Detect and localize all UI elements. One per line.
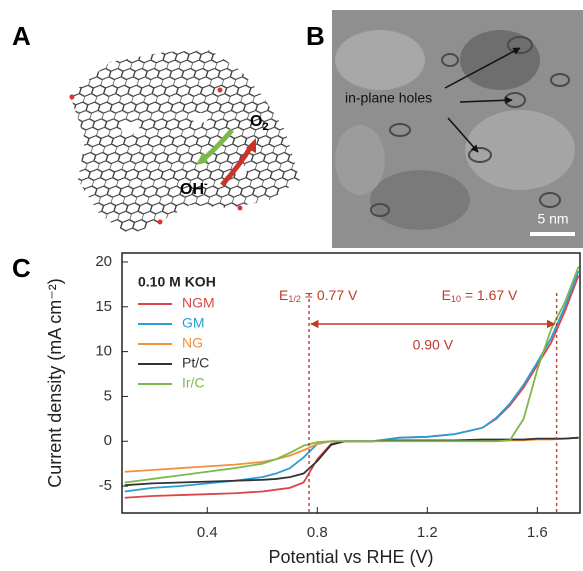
x-axis-label: Potential vs RHE (V)	[268, 547, 433, 567]
marker-symbol: E	[279, 287, 288, 303]
species-label: O2	[250, 113, 269, 133]
oh-sup: -	[204, 178, 208, 190]
panel-label: B	[306, 21, 325, 51]
x-tick-label: 1.6	[527, 524, 548, 541]
y-tick-label: 15	[95, 298, 112, 315]
difference-label: 0.90 V	[413, 337, 454, 353]
plot-frame	[121, 252, 581, 514]
legend-label: Pt/C	[182, 355, 209, 371]
legend-label: Ir/C	[182, 375, 205, 391]
tem-image	[332, 10, 583, 248]
legend-title: 0.10 M KOH	[138, 274, 216, 290]
panel-label: C	[12, 253, 31, 283]
annotation: in-plane holes	[345, 90, 432, 106]
o2: O	[250, 113, 262, 130]
y-tick-label: 5	[104, 387, 112, 404]
series-line	[124, 436, 579, 487]
x-tick-label: 0.8	[307, 524, 328, 541]
marker-label: E10 = 1.67 V	[442, 287, 518, 305]
species-label: OH-	[180, 178, 208, 198]
plot-area	[124, 266, 580, 499]
legend-label: NGM	[182, 295, 215, 311]
y-tick-label: -5	[99, 477, 112, 494]
y-tick-label: 0	[104, 432, 112, 449]
x-tick-label: 1.2	[417, 524, 438, 541]
series-line	[124, 436, 579, 473]
panel-label: A	[12, 21, 31, 51]
legend-label: NG	[182, 335, 203, 351]
series-line	[124, 266, 580, 484]
y-tick-label: 10	[95, 343, 112, 360]
o2-sub: 2	[262, 121, 268, 133]
legend-label: GM	[182, 315, 205, 331]
x-tick-label: 0.4	[197, 524, 218, 541]
marker-label: E1/2 = 0.77 V	[279, 287, 358, 305]
marker-sub: 1/2	[288, 294, 301, 304]
graphene-sheet	[69, 50, 300, 235]
oh: OH	[180, 181, 204, 198]
marker-sub: 10	[451, 294, 461, 304]
marker-text: = 1.67 V	[461, 287, 518, 303]
y-tick-label: 20	[95, 253, 112, 270]
marker-text: = 0.77 V	[301, 287, 358, 303]
y-axis-label: Current density (mA cm⁻²)	[45, 278, 65, 488]
marker-symbol: E	[442, 287, 451, 303]
scale-bar-label: 5 nm	[537, 211, 568, 227]
